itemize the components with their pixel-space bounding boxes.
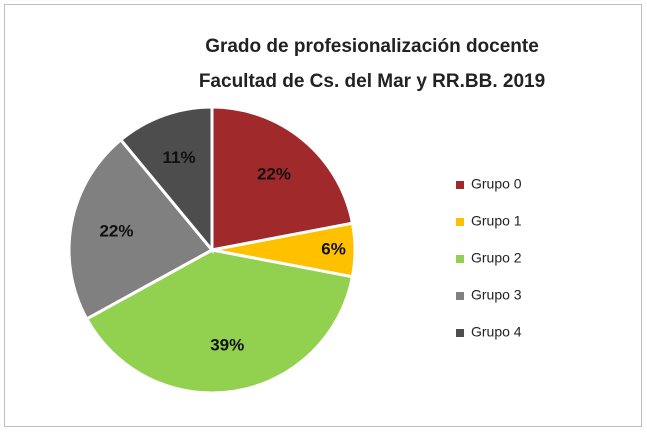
legend-label: Grupo 1	[471, 213, 522, 229]
legend-marker	[456, 181, 464, 189]
value-label: 6%	[321, 239, 346, 258]
value-label: 22%	[99, 221, 133, 240]
legend-marker	[456, 329, 464, 337]
legend-marker	[456, 218, 464, 226]
chart-title: Grado de profesionalización docente	[205, 36, 539, 57]
pie-slice	[67, 137, 215, 321]
value-label: 39%	[210, 336, 244, 355]
legend-label: Grupo 4	[471, 324, 522, 340]
chart-title: Facultad de Cs. del Mar y RR.BB. 2019	[199, 71, 545, 92]
value-label: 22%	[257, 165, 291, 184]
legend-label: Grupo 2	[471, 250, 522, 266]
pie-slice	[118, 105, 214, 255]
legend-label: Grupo 3	[471, 287, 522, 303]
legend-label: Grupo 0	[471, 176, 522, 192]
pie-slice	[84, 248, 355, 395]
legend-marker	[456, 255, 464, 263]
pie-slice	[210, 105, 355, 252]
value-label: 11%	[163, 148, 196, 167]
legend-marker	[456, 292, 464, 300]
